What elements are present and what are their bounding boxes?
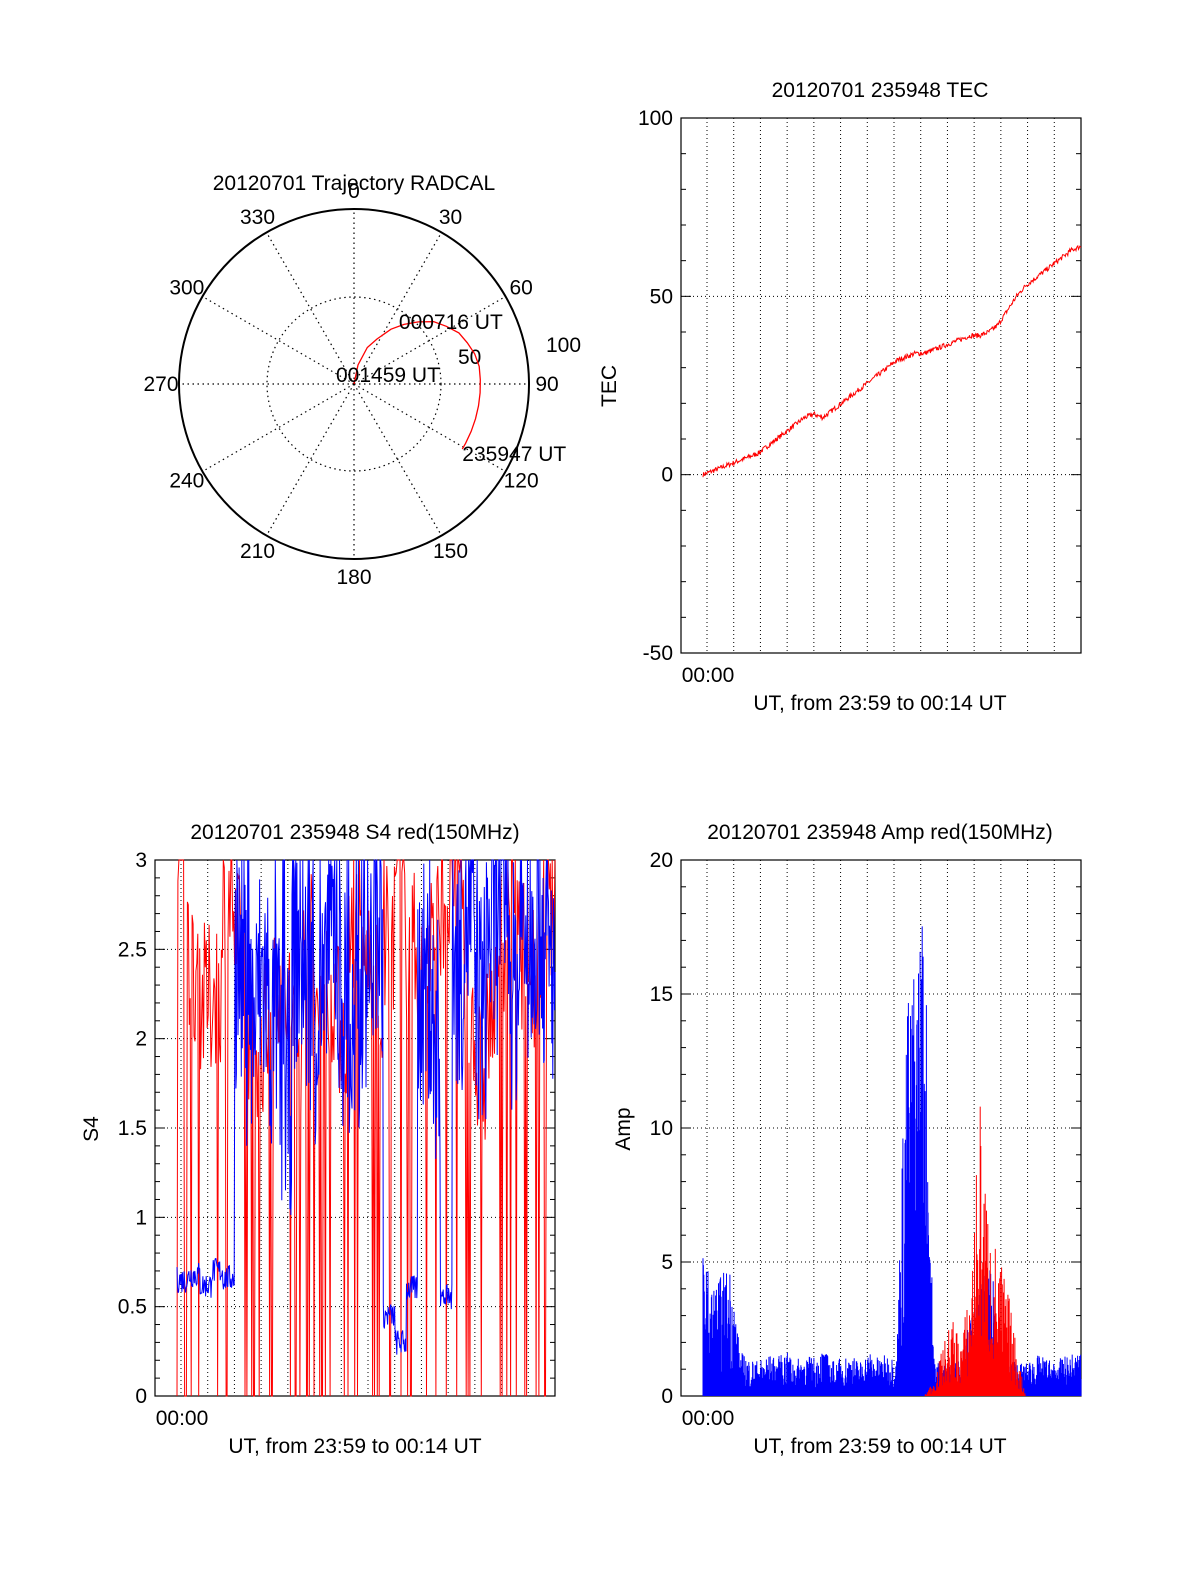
tec-title: 20120701 235948 TEC [772,79,989,102]
polar-angle-label: 30 [439,206,462,229]
polar-title: 20120701 Trajectory RADCAL [213,172,496,195]
s4-xlabel: UT, from 23:59 to 00:14 UT [228,1435,481,1458]
trajectory-label-end: 001459 UT [336,364,440,387]
polar-spoke-60 [353,295,506,385]
polar-inner-ring [266,296,442,472]
trajectory-label-start: 235947 UT [462,443,566,466]
polar-angle-label: 300 [169,277,204,300]
amp-ytick-label: 10 [650,1117,673,1140]
radius-label-100: 100 [546,334,581,357]
tec-xlabel: UT, from 23:59 to 00:14 UT [753,692,1006,715]
amp-ytick-label: 0 [661,1385,673,1408]
trajectory-label-mid: 000716 UT [399,311,503,334]
s4-ytick-label: 1.5 [118,1117,147,1140]
tec-ytick-label: 100 [638,107,673,130]
polar-spoke-120 [353,383,506,473]
amp-series-blue [702,926,1082,1396]
polar-spoke-330 [265,232,355,385]
polar-angle-label: 120 [504,470,539,493]
polar-angle-label: 270 [143,373,178,396]
amp-xtick-label: 00:00 [682,1407,735,1430]
amp-xlabel: UT, from 23:59 to 00:14 UT [753,1435,1006,1458]
amp-title: 20120701 235948 Amp red(150MHz) [707,821,1053,844]
s4-ytick-label: 0.5 [118,1296,147,1319]
radius-label-50: 50 [458,346,481,369]
tec-series-line [702,244,1082,478]
s4-ytick-label: 0 [135,1385,147,1408]
trajectory-line [353,321,481,450]
polar-outer-ring [178,208,530,560]
s4-plot: 20120701 235948 S4 red(150MHz) S4 UT, fr… [80,821,556,1458]
polar-angle-label: 150 [433,540,468,563]
s4-ytick-label: 1 [135,1206,147,1229]
amp-plot: 20120701 235948 Amp red(150MHz) Amp UT, … [612,821,1082,1458]
tec-xtick-label: 00:00 [682,664,735,687]
s4-series-red [176,859,556,1397]
s4-series-blue [176,859,556,1355]
polar-spoke-30 [353,232,443,385]
polar-spoke-210 [265,383,355,536]
polar-spoke-150 [353,383,443,536]
polar-spoke-240 [202,383,355,473]
tec-ylabel: TEC [598,365,621,407]
tec-ytick-label: 0 [661,464,673,487]
polar-angle-label: 90 [535,373,558,396]
amp-series-red [924,1106,1027,1396]
s4-ytick-label: 2.5 [118,938,147,961]
tec-ytick-label: -50 [643,642,673,665]
polar-angle-label: 180 [336,566,371,589]
s4-ylabel: S4 [80,1116,103,1142]
polar-angle-label: 60 [509,277,532,300]
s4-xtick-label: 00:00 [156,1407,209,1430]
s4-title: 20120701 235948 S4 red(150MHz) [190,821,519,844]
amp-ytick-label: 5 [661,1251,673,1274]
polar-spoke-300 [202,295,355,385]
s4-ytick-label: 3 [135,849,147,872]
tec-ytick-label: 50 [650,285,673,308]
polar-angle-label: 0 [348,180,360,203]
amp-ytick-label: 15 [650,983,673,1006]
tec-plot: 20120701 235948 TEC TEC UT, from 23:59 t… [598,79,1082,715]
polar-trajectory-plot: 20120701 Trajectory RADCAL 0 30 60 90 120 150… [143,172,581,589]
amp-ytick-label: 20 [650,849,673,872]
amp-ylabel: Amp [612,1107,635,1150]
tec-frame [680,117,1082,654]
s4-ytick-label: 2 [135,1028,147,1051]
polar-angle-label: 330 [240,206,275,229]
polar-angle-label: 210 [240,540,275,563]
polar-angle-label: 240 [169,470,204,493]
